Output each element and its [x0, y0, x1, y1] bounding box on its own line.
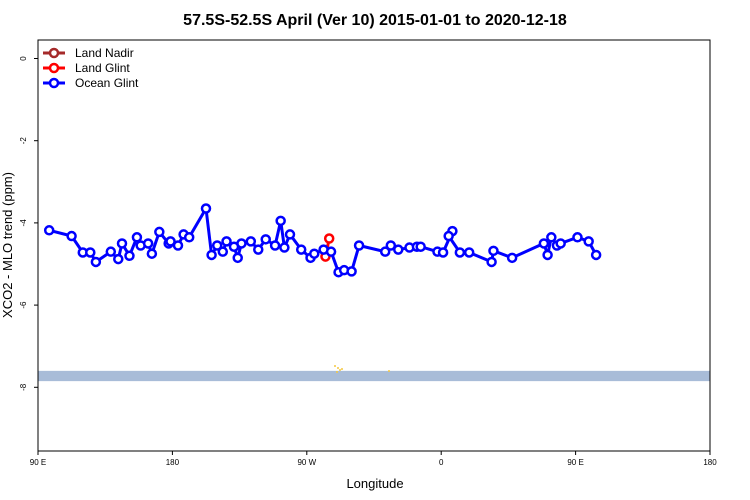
y-axis: 0 -2 -4 -6 -8 [19, 56, 38, 391]
y-tick-label: 0 [19, 56, 28, 61]
data-point [590, 249, 602, 261]
data-point [583, 236, 594, 247]
data-point [542, 249, 553, 261]
legend-label: Ocean Glint [75, 76, 139, 90]
x-tick-label: 90 E [30, 458, 46, 467]
data-point [572, 232, 583, 243]
data-point [66, 230, 77, 242]
land-speck [388, 370, 390, 372]
data-point [105, 246, 117, 257]
plot-frame [37, 39, 711, 452]
data-point [85, 247, 96, 258]
legend-marker [48, 62, 60, 74]
data-point [245, 236, 257, 247]
data-point [546, 232, 557, 243]
data-point [385, 240, 397, 251]
data-point [43, 225, 55, 236]
data-point [116, 238, 128, 249]
x-tick-label: 180 [166, 458, 180, 467]
legend-label: Land Glint [75, 61, 130, 75]
data-point [269, 240, 281, 251]
x-tick-label: 90 E [567, 458, 583, 467]
y-tick-label: -6 [19, 301, 28, 309]
data-point [295, 244, 307, 255]
land-speck [341, 368, 343, 370]
x-tick-label: 0 [439, 458, 444, 467]
x-tick-label: 90 W [297, 458, 316, 467]
data-point [309, 248, 320, 259]
land-speck [339, 369, 341, 371]
data-point [463, 247, 475, 258]
legend-label: Land Nadir [75, 46, 134, 60]
data-point [323, 233, 335, 244]
data-point [325, 246, 337, 257]
data-point [488, 245, 499, 257]
data-point [486, 256, 497, 268]
data-point [253, 244, 264, 255]
y-tick-label: -4 [19, 219, 28, 227]
data-point [142, 238, 154, 249]
data-point [124, 250, 135, 262]
data-point [555, 238, 566, 249]
land-band [38, 370, 710, 382]
data-point [506, 252, 518, 264]
data-point [90, 256, 102, 268]
legend-marker [48, 47, 60, 59]
x-axis-label: Longitude [346, 476, 403, 491]
x-axis: 90 E 180 90 W 0 90 E 180 [30, 451, 717, 467]
legend-marker [48, 77, 60, 89]
chart-title: 57.5S-52.5S April (Ver 10) 2015-01-01 to… [183, 12, 567, 29]
data-point [538, 238, 550, 249]
data-point [393, 244, 404, 255]
data-point [275, 215, 286, 227]
data-point [200, 203, 212, 214]
data-point [415, 241, 426, 252]
data-point [221, 236, 232, 247]
data-point [353, 240, 365, 251]
data-point [146, 248, 158, 259]
plot-area [37, 39, 711, 452]
series-layer [43, 203, 602, 278]
data-point [183, 232, 195, 243]
data-point [172, 240, 184, 251]
data-point [232, 252, 243, 264]
data-point [437, 247, 449, 258]
y-axis-label: XCO2 - MLO trend (ppm) [0, 172, 15, 318]
data-point [211, 240, 223, 251]
land-speck [334, 365, 336, 367]
data-point [443, 230, 454, 242]
data-point [260, 234, 271, 245]
data-point [154, 226, 165, 238]
data-point [206, 249, 217, 261]
data-point [131, 232, 143, 243]
data-point [236, 238, 247, 249]
data-point [113, 253, 124, 265]
data-point [454, 247, 466, 258]
data-point [284, 229, 296, 240]
y-tick-label: -2 [19, 137, 28, 145]
data-point [279, 242, 290, 253]
land-speck [337, 367, 339, 369]
land-speck [336, 371, 338, 373]
data-point [346, 266, 357, 277]
data-point [217, 246, 229, 257]
x-tick-label: 180 [703, 458, 717, 467]
data-point [165, 236, 176, 247]
data-point [379, 246, 391, 257]
y-tick-label: -8 [19, 383, 28, 391]
